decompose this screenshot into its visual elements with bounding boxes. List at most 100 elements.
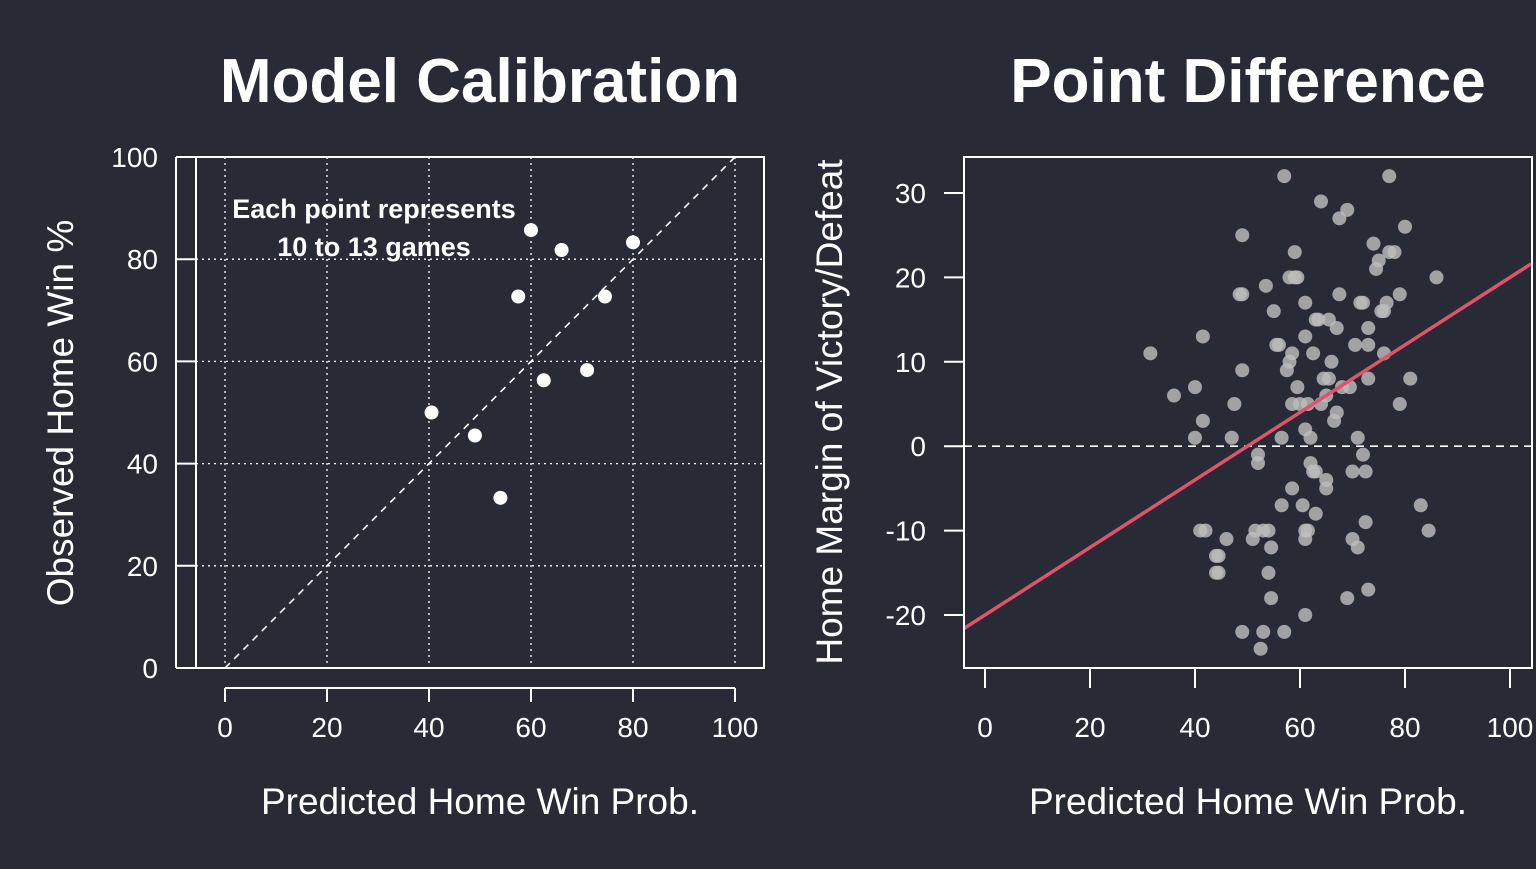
margin-point	[1277, 169, 1292, 184]
y-tick-label: 30	[895, 178, 926, 209]
calibration-point	[467, 428, 482, 443]
calibration-point	[626, 235, 640, 250]
calibration-point	[580, 363, 595, 378]
margin-point	[1324, 354, 1339, 369]
y-tick-label: 80	[127, 244, 158, 275]
annotation-line-2: 10 to 13 games	[277, 232, 471, 262]
data-points	[424, 223, 640, 505]
calibration-point	[424, 405, 439, 420]
margin-point	[1306, 346, 1321, 361]
margin-point	[1329, 405, 1344, 420]
margin-point	[1285, 481, 1300, 496]
calibration-point	[554, 243, 569, 258]
margin-point	[1235, 363, 1250, 378]
margin-point	[1429, 270, 1444, 285]
chart-title: Model Calibration	[220, 47, 740, 116]
margin-point	[1235, 287, 1250, 302]
margin-point	[1198, 523, 1213, 538]
margin-point	[1392, 287, 1407, 302]
margin-point	[1300, 397, 1315, 411]
margin-point	[1290, 380, 1305, 395]
margin-point	[1261, 565, 1276, 580]
y-tick-label: 60	[127, 346, 158, 377]
margin-point	[1332, 287, 1347, 302]
calibration-panel: Model Calibration 0 20 40 60 80 100 0 20 40 60 80…	[40, 47, 765, 822]
margin-point	[1379, 295, 1394, 310]
x-axis-label: Predicted Home Win Prob.	[1029, 781, 1467, 822]
chart-title: Point Difference	[1010, 47, 1485, 116]
data-points	[1143, 169, 1444, 656]
margin-point	[1340, 202, 1355, 217]
y-tick-label: 40	[127, 449, 158, 480]
margin-point	[1274, 498, 1289, 513]
x-tick-label: 0	[977, 712, 993, 743]
regression-line	[963, 262, 1532, 630]
margin-point	[1358, 464, 1373, 479]
margin-point	[1392, 397, 1407, 411]
margin-point	[1224, 430, 1239, 445]
margin-point	[1235, 624, 1250, 639]
plot-frame	[195, 156, 765, 669]
margin-point	[1413, 498, 1428, 513]
y-tick-label: 0	[142, 653, 158, 684]
margin-point	[1258, 278, 1273, 293]
margin-point	[1285, 346, 1300, 361]
identity-line	[224, 156, 736, 669]
margin-point	[1361, 582, 1376, 597]
y-axis-label: Home Margin of Victory/Defeat	[809, 159, 850, 665]
margin-point	[1321, 371, 1336, 386]
margin-point	[1195, 329, 1210, 344]
margin-point	[1227, 397, 1242, 411]
margin-point	[1235, 228, 1250, 243]
margin-point	[1361, 371, 1376, 386]
x-tick-label: 40	[413, 712, 444, 743]
margin-point	[1188, 430, 1202, 445]
y-tick-label: 20	[895, 262, 926, 293]
margin-point	[1211, 548, 1226, 563]
y-tick-label: 10	[895, 347, 926, 378]
x-tick-label: 20	[311, 712, 342, 743]
margin-point	[1143, 346, 1158, 361]
y-tick-label: 100	[111, 142, 158, 173]
x-tick-label: 0	[217, 712, 233, 743]
margin-point	[1298, 608, 1313, 622]
margin-point	[1211, 565, 1226, 580]
margin-point	[1348, 337, 1363, 352]
margin-point	[1219, 532, 1234, 547]
margin-point	[1274, 430, 1289, 445]
y-axis: 0 20 40 60 80 100	[111, 142, 196, 684]
margin-point	[1264, 540, 1279, 555]
margin-point	[1403, 371, 1418, 386]
margin-point	[1350, 540, 1365, 555]
margin-point	[1398, 219, 1412, 234]
annotation-line-1: Each point represents	[232, 194, 516, 224]
margin-point	[1329, 321, 1344, 336]
margin-point	[1300, 523, 1315, 538]
y-axis: -20 -10 0 10 20 30	[886, 178, 964, 631]
margin-point	[1272, 337, 1286, 352]
calibration-point	[597, 289, 612, 304]
margin-point	[1340, 591, 1355, 606]
x-tick-label: 40	[1179, 712, 1210, 743]
margin-point	[1371, 253, 1386, 268]
margin-point	[1261, 523, 1276, 538]
x-axis-label: Predicted Home Win Prob.	[261, 781, 699, 822]
margin-point	[1421, 523, 1436, 538]
margin-point	[1319, 481, 1334, 496]
margin-point	[1256, 624, 1271, 639]
margin-point	[1361, 337, 1376, 352]
margin-point	[1277, 624, 1292, 639]
x-tick-label: 80	[617, 712, 648, 743]
reference-line	[224, 156, 736, 669]
margin-point	[1345, 464, 1360, 479]
margin-point	[1382, 169, 1397, 184]
margin-point	[1290, 270, 1305, 285]
x-tick-label: 20	[1074, 712, 1105, 743]
margin-point	[1287, 245, 1302, 260]
calibration-point	[524, 223, 538, 238]
margin-point	[1311, 312, 1326, 327]
margin-point	[1298, 295, 1313, 310]
y-axis-label: Observed Home Win %	[40, 220, 81, 607]
margin-point	[1358, 515, 1373, 530]
